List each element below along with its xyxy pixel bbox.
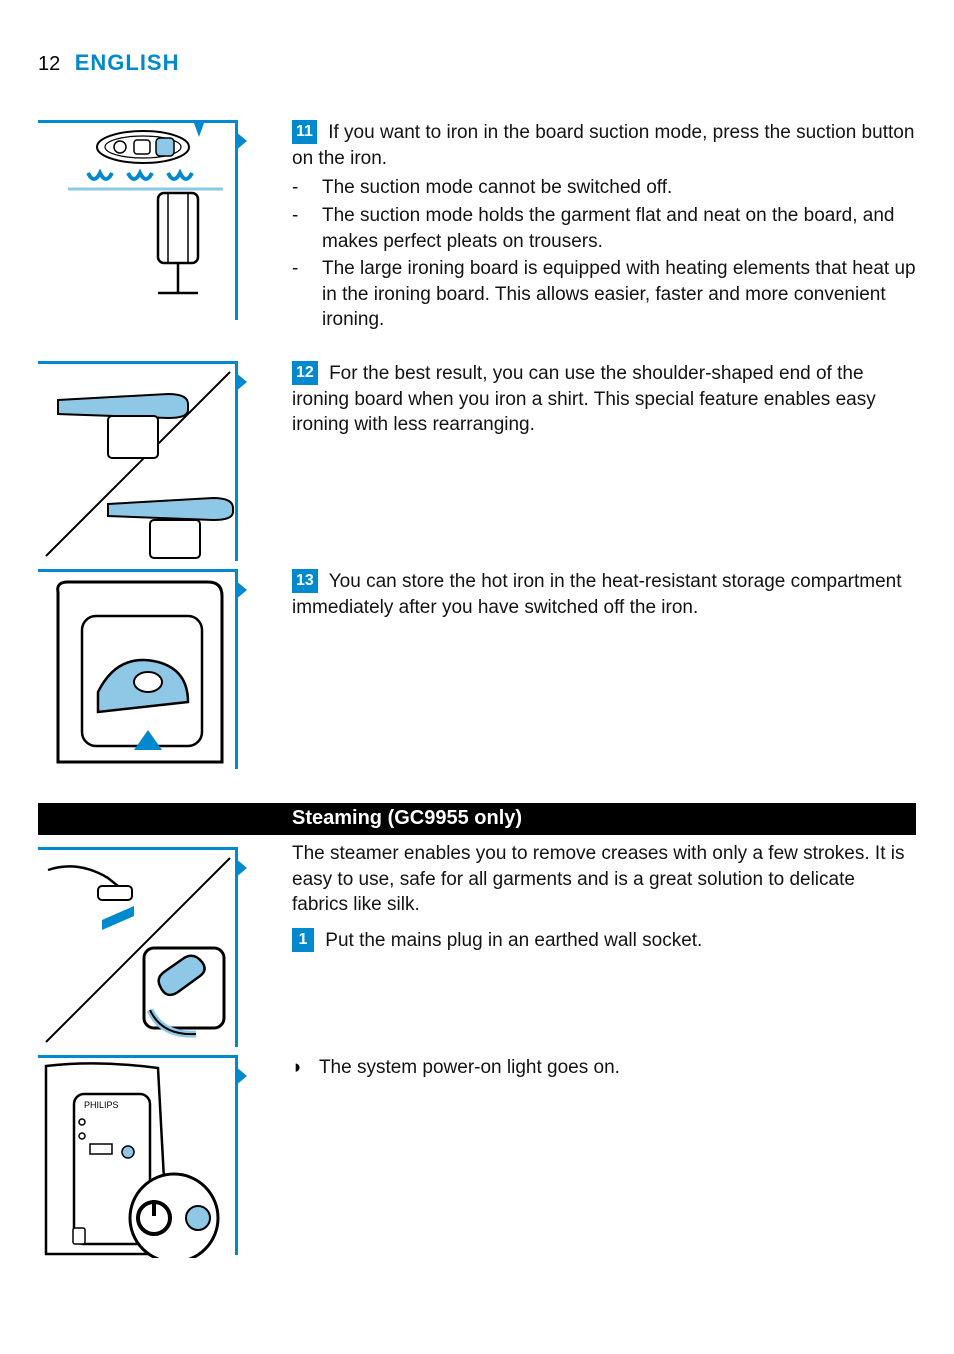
manual-page: 12 ENGLISH xyxy=(38,0,916,1263)
illustration-section-step-1 xyxy=(38,847,238,1047)
section-heading-bar: Steaming (GC9955 only) xyxy=(38,803,916,835)
step-lead: You can store the hot iron in the heat-r… xyxy=(292,571,902,618)
bullet-text: The large ironing board is equipped with… xyxy=(322,256,916,333)
step-bullets: -The suction mode cannot be switched off… xyxy=(292,175,916,333)
step-text: 11 If you want to iron in the board suct… xyxy=(292,120,916,171)
step-row: 12 For the best result, you can use the … xyxy=(38,361,916,561)
result-marker-icon: ◗ xyxy=(292,1055,314,1081)
section-intro: The steamer enables you to remove crease… xyxy=(292,841,916,918)
step-lead: If you want to iron in the board suction… xyxy=(292,122,914,169)
step-text: 1 Put the mains plug in an earthed wall … xyxy=(292,928,916,954)
step-text: 13 You can store the hot iron in the hea… xyxy=(292,569,916,620)
bullet-text: The suction mode cannot be switched off. xyxy=(322,175,672,201)
step-text: 12 For the best result, you can use the … xyxy=(292,361,916,438)
step-number-badge: 13 xyxy=(292,569,318,593)
illustration-step-11 xyxy=(38,120,238,320)
svg-text:PHILIPS: PHILIPS xyxy=(84,1100,119,1110)
result-body: The system power-on light goes on. xyxy=(319,1057,620,1078)
language-label: ENGLISH xyxy=(75,50,180,75)
illustration-step-12 xyxy=(38,361,238,561)
illustration-step-13 xyxy=(38,569,238,769)
step-lead: For the best result, you can use the sho… xyxy=(292,363,876,435)
step-row: 11 If you want to iron in the board suct… xyxy=(38,120,916,335)
result-row: PHILIPS ◗ The system power-on light goes… xyxy=(38,1055,916,1255)
result-text: ◗ The system power-on light goes on. xyxy=(292,1055,916,1081)
section-heading: Steaming (GC9955 only) xyxy=(38,807,916,830)
page-number: 12 xyxy=(38,53,60,75)
bullet-text: The suction mode holds the garment flat … xyxy=(322,203,916,254)
step-number-badge: 1 xyxy=(292,928,314,952)
section-row: The steamer enables you to remove crease… xyxy=(38,841,916,1047)
step-number-badge: 11 xyxy=(292,120,317,144)
page-header: 12 ENGLISH xyxy=(38,50,916,76)
step-row: 13 You can store the hot iron in the hea… xyxy=(38,569,916,769)
illustration-result: PHILIPS xyxy=(38,1055,238,1255)
step-number-badge: 12 xyxy=(292,361,318,385)
step-lead: Put the mains plug in an earthed wall so… xyxy=(325,930,702,951)
